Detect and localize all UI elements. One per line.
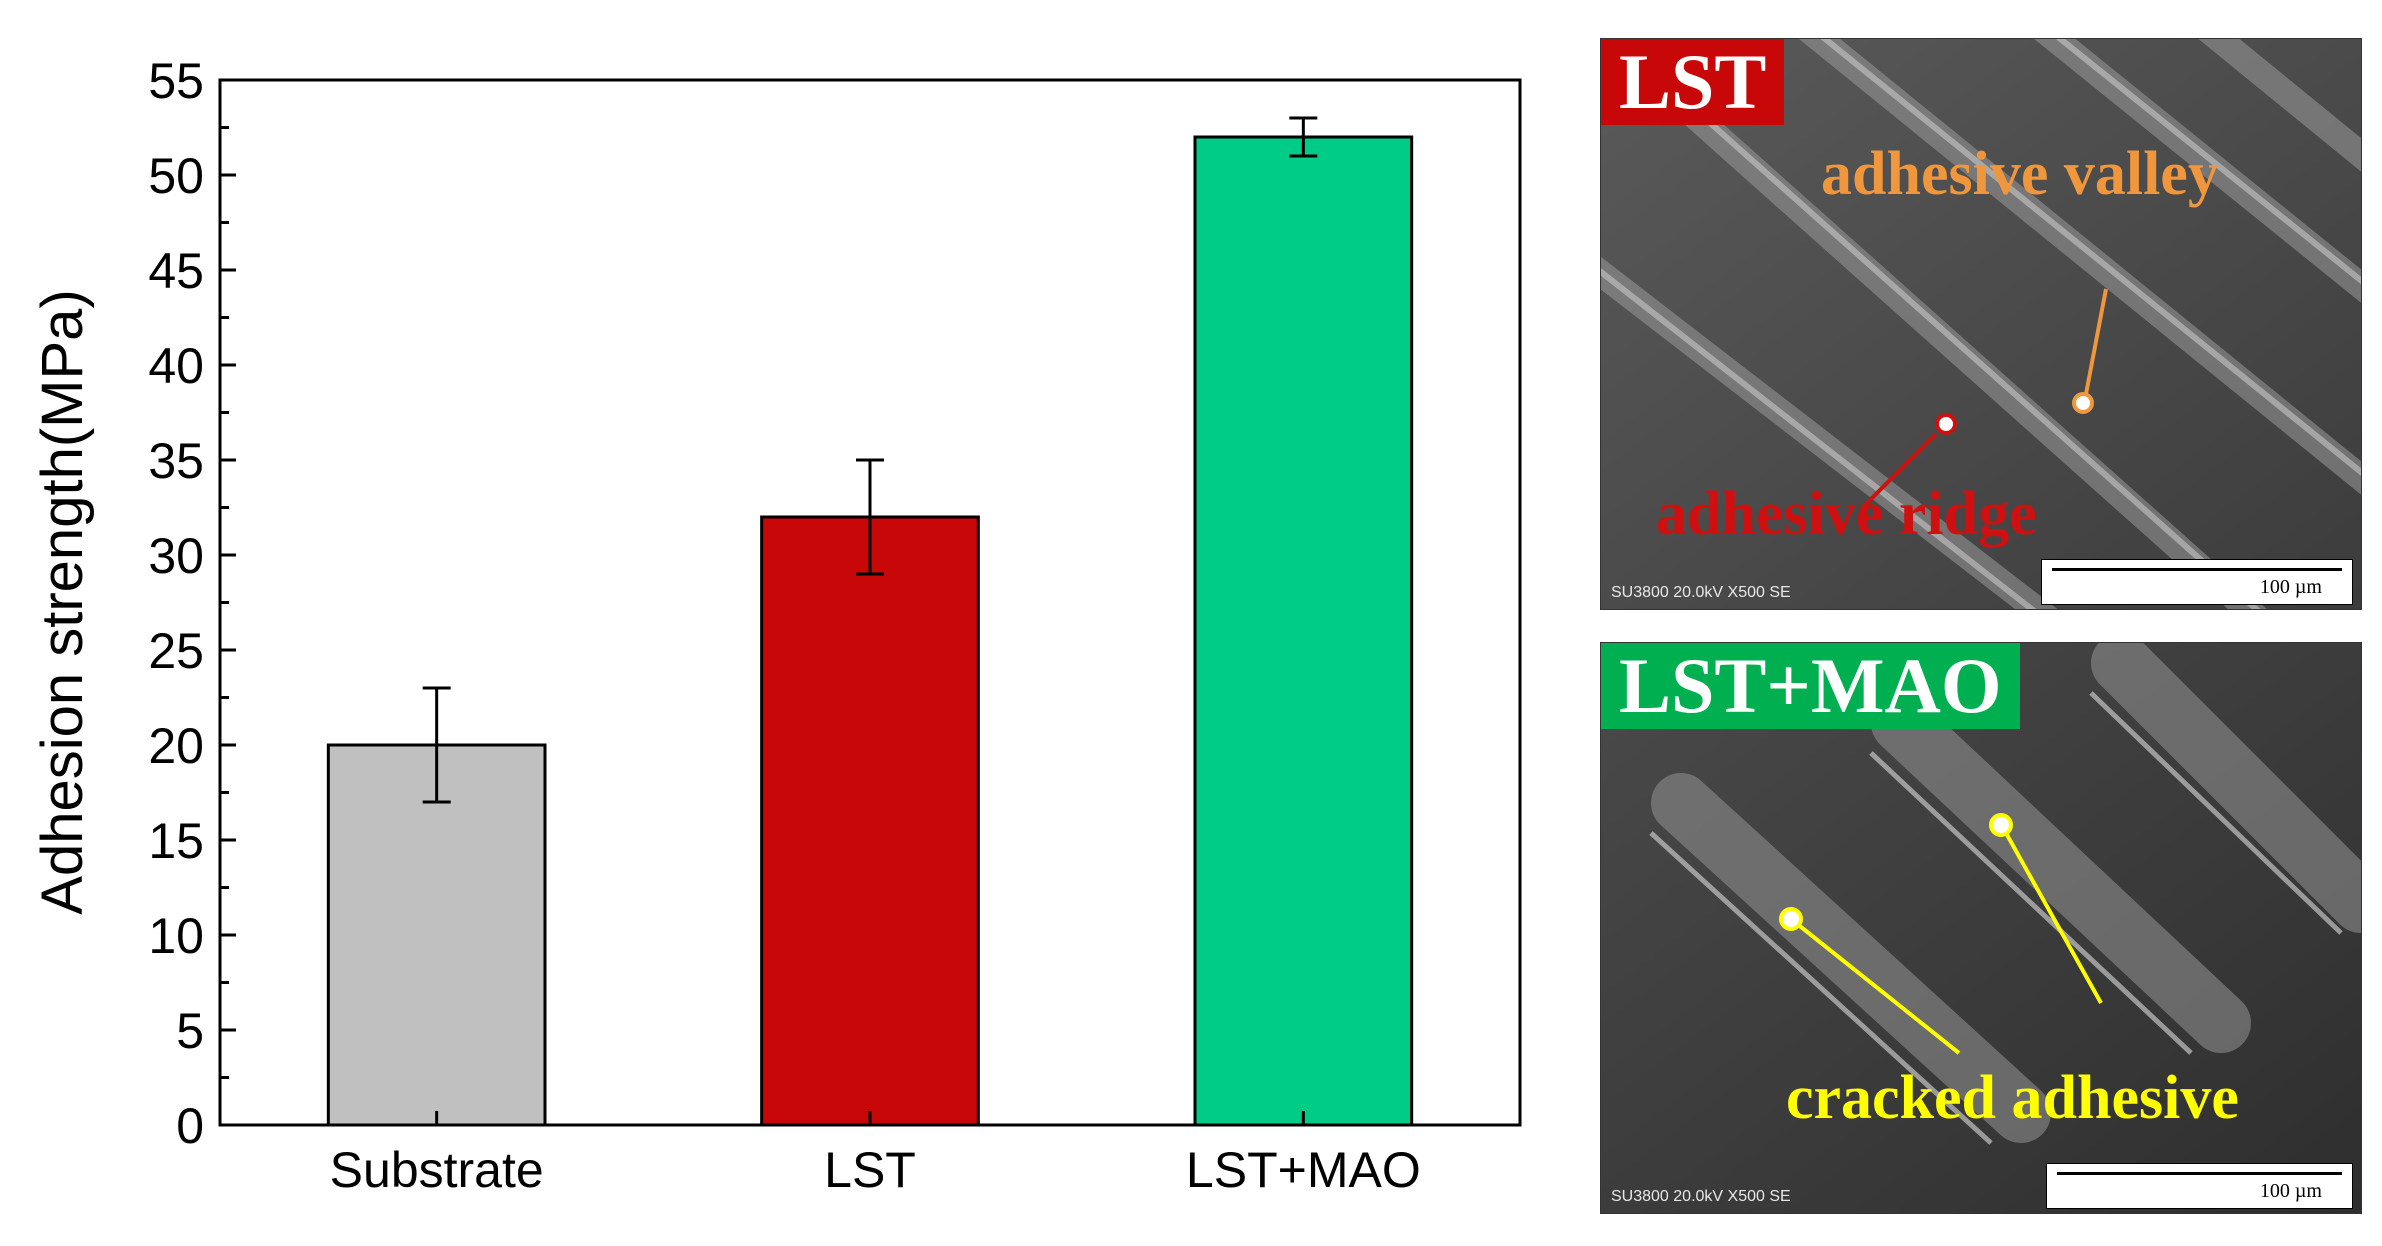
- y-tick-label: 35: [148, 433, 204, 489]
- chart-svg: 0 5 10 15 20 25 30 35 40 45 50 55 Substrate LST LST+MA…: [30, 53, 1522, 1198]
- sem-info-lst-mao: SU3800 20.0kV X500 SE: [1611, 1188, 1791, 1205]
- sem-label-lst-mao: LST+MAO: [1601, 643, 2020, 729]
- bar-substrate: [326, 743, 547, 1127]
- bar-lst-mao: [1193, 135, 1414, 1127]
- sem-texture-lst: [1601, 39, 2361, 609]
- y-tick-label: 50: [148, 148, 204, 204]
- sem-info-lst: SU3800 20.0kV X500 SE: [1611, 584, 1791, 601]
- scale-text-lst: 100 µm: [2259, 576, 2322, 598]
- y-tick-label: 15: [148, 813, 204, 869]
- y-tick-label: 10: [148, 908, 204, 964]
- scale-text-lst-mao: 100 µm: [2259, 1180, 2322, 1202]
- annotation-cracked-adhesive: cracked adhesive: [1786, 1064, 2239, 1132]
- x-tick-label: LST+MAO: [1186, 1142, 1421, 1198]
- x-tick-label: LST: [824, 1142, 916, 1198]
- y-tick-label: 25: [148, 623, 204, 679]
- y-axis-label: Adhesion strength(MPa): [30, 289, 95, 914]
- x-tick-label: Substrate: [330, 1142, 544, 1198]
- y-tick-label: 40: [148, 338, 204, 394]
- sem-texture-lst-mao: [1601, 643, 2361, 1213]
- bar-chart: 0 5 10 15 20 25 30 35 40 45 50 55 Substrate LST LST+MA…: [30, 53, 1522, 1198]
- y-tick-label: 0: [176, 1098, 204, 1154]
- scale-bar-lst: 100 µm: [2041, 559, 2353, 605]
- y-tick-label: 30: [148, 528, 204, 584]
- scale-bar-lst-mao: 100 µm: [2046, 1163, 2353, 1209]
- y-tick-label: 45: [148, 243, 204, 299]
- bar-lst: [760, 515, 980, 1127]
- sem-image-lst: LST adhesive valley adhesive ridge SU380…: [1600, 38, 2362, 610]
- y-tick-label: 5: [176, 1003, 204, 1059]
- annotation-adhesive-ridge: adhesive ridge: [1656, 480, 2037, 548]
- annotation-adhesive-valley: adhesive valley: [1821, 140, 2219, 208]
- sem-image-lst-mao: LST+MAO cracked adhesive SU3800 20.0kV X…: [1600, 642, 2362, 1214]
- sem-label-lst: LST: [1601, 39, 1785, 125]
- y-tick-label: 55: [148, 53, 204, 109]
- y-tick-label: 20: [148, 718, 204, 774]
